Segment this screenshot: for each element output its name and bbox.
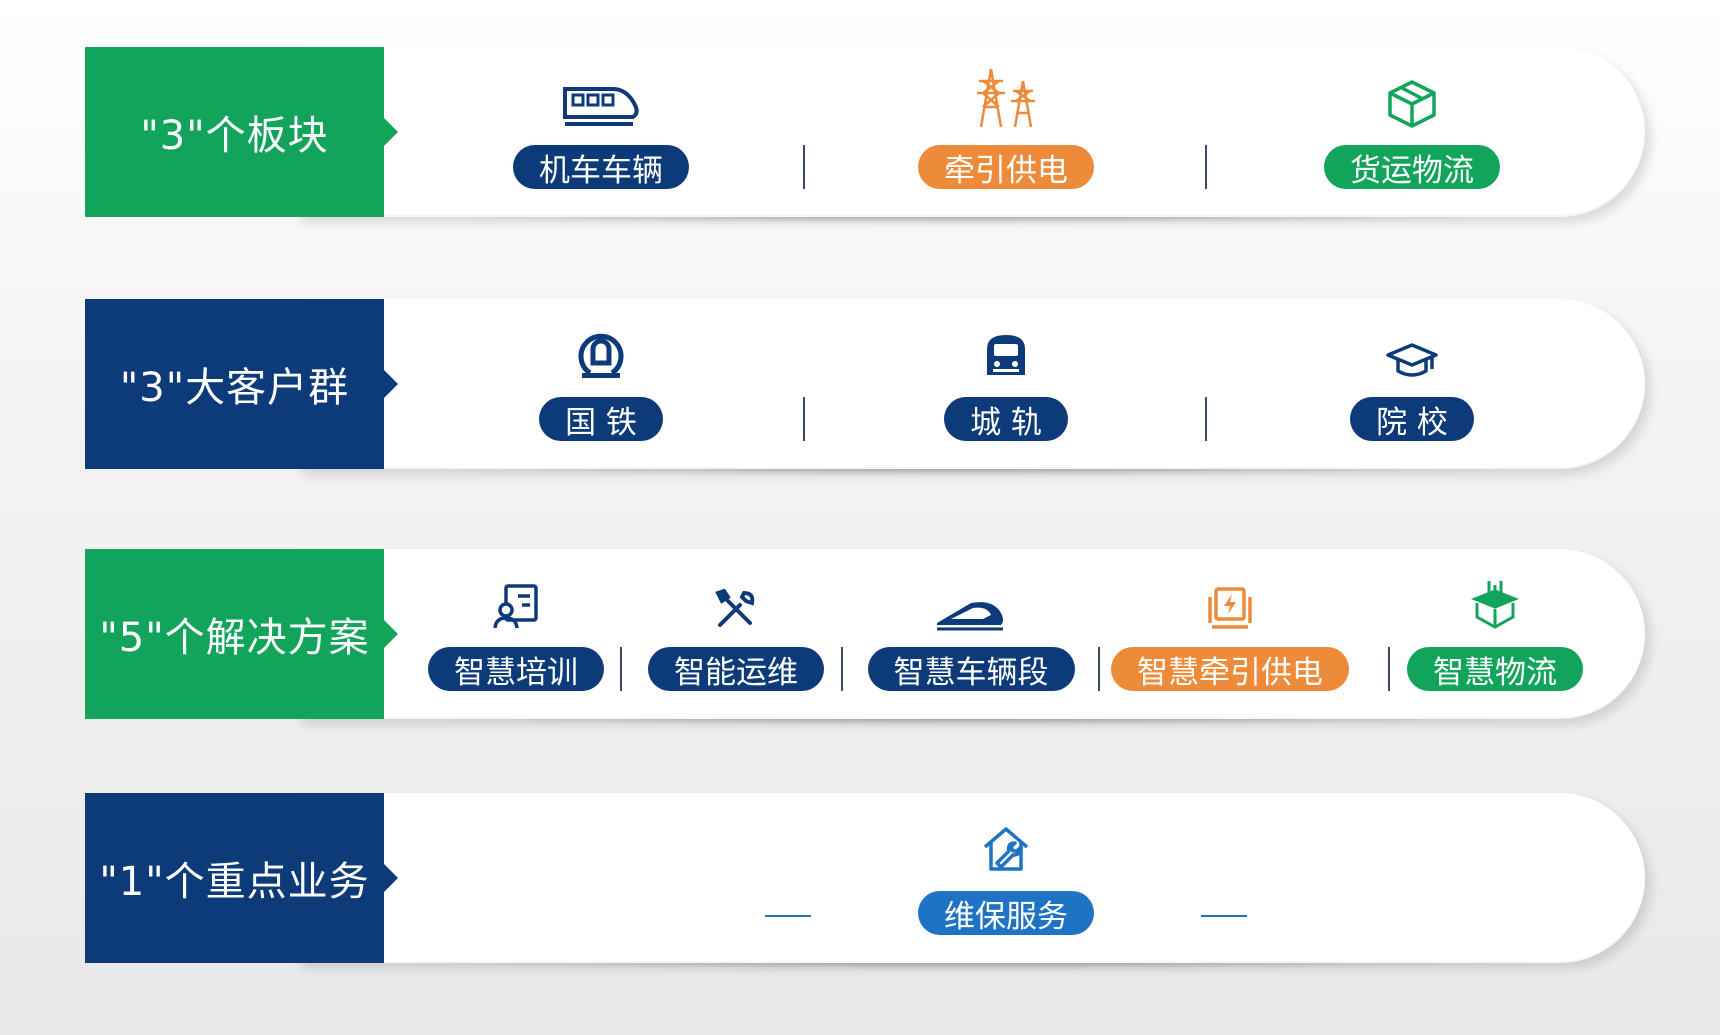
train-icon [561,59,641,129]
box-icon [1386,59,1438,129]
row-label: "3"个板块 [85,47,398,217]
row-label: "3"大客户群 [85,299,398,469]
graduation-cap-icon [1386,311,1438,381]
item-label: 智慧物流 [1407,647,1583,691]
item-smart-maintenance[interactable]: 智能运维 [641,549,831,719]
item-label: 机车车辆 [513,145,689,189]
tools-icon [714,561,758,631]
item-schools[interactable]: 院 校 [1322,299,1502,469]
power-tower-icon [971,59,1041,129]
item-smart-depot[interactable]: 智慧车辆段 [861,549,1081,719]
separator [1205,397,1207,441]
item-label: 牵引供电 [918,145,1094,189]
row-solutions: "5"个解决方案 智慧培训 智能 [85,549,1645,725]
row-label: "5"个解决方案 [85,549,398,719]
separator [1098,647,1100,691]
item-label: 智能运维 [648,647,824,691]
row-key-business: "1"个重点业务 维保服务 [85,793,1645,969]
dash-right [1201,915,1247,917]
dash-left [765,915,811,917]
item-label: 智慧培训 [428,647,604,691]
item-smart-logistics[interactable]: 智慧物流 [1405,549,1585,719]
item-smart-traction-power[interactable]: 智慧牵引供电 [1110,549,1350,719]
item-label: 城 轨 [944,397,1068,441]
high-speed-train-icon [935,561,1007,631]
item-traction-power[interactable]: 牵引供电 [916,47,1096,217]
separator [803,397,805,441]
power-icon [1208,561,1252,631]
separator [841,647,843,691]
item-urban-rail[interactable]: 城 轨 [916,299,1096,469]
metro-icon [981,311,1031,381]
separator [803,145,805,189]
item-smart-training[interactable]: 智慧培训 [421,549,611,719]
item-rolling-stock[interactable]: 机车车辆 [511,47,691,217]
railway-logo-icon [576,311,626,381]
item-label: 国 铁 [539,397,663,441]
item-freight-logistics[interactable]: 货运物流 [1322,47,1502,217]
item-label: 维保服务 [918,891,1094,935]
maintenance-icon [981,805,1031,875]
item-label: 智慧牵引供电 [1111,647,1349,691]
item-national-railway[interactable]: 国 铁 [511,299,691,469]
row-customers: "3"大客户群 国 铁 城 轨 [85,299,1645,475]
separator [1205,145,1207,189]
separator [620,647,622,691]
item-label: 智慧车辆段 [867,647,1075,691]
item-label: 院 校 [1350,397,1474,441]
training-icon [492,561,540,631]
row-sectors: "3"个板块 机车车辆 牵引供电 [85,47,1645,223]
logistics-icon [1471,561,1519,631]
row-label: "1"个重点业务 [85,793,398,963]
item-maintenance-service[interactable]: 维保服务 [916,793,1096,963]
separator [1388,647,1390,691]
item-label: 货运物流 [1324,145,1500,189]
